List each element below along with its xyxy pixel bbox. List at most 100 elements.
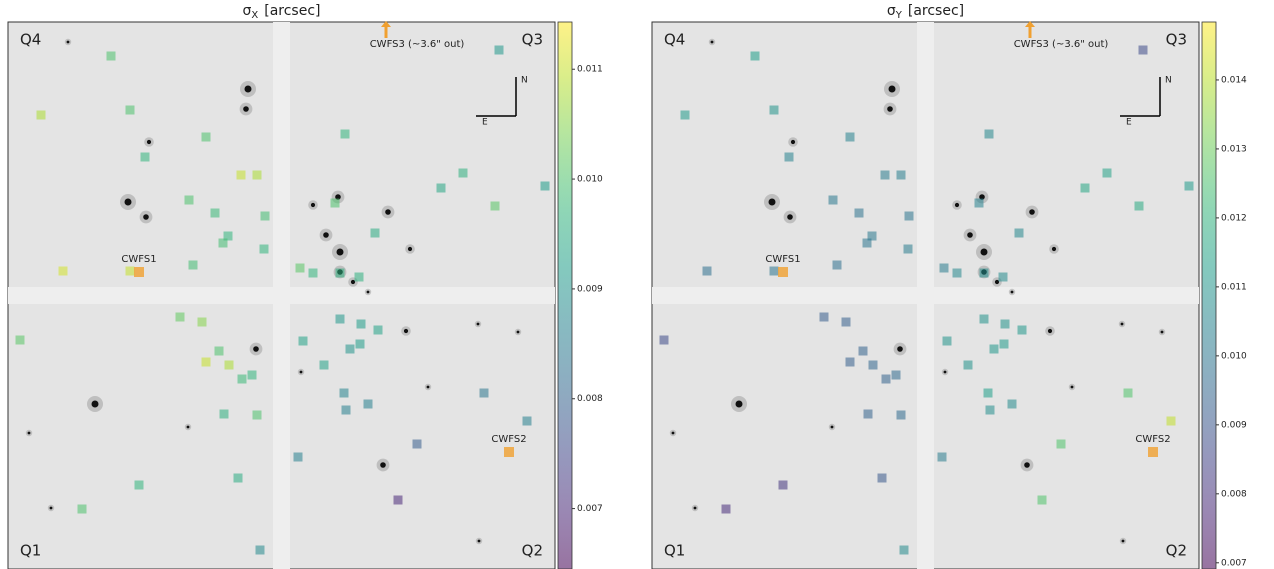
panel: Q4 Q3 Q1 Q2 CWFS1 CWFS2 CWFS3 (~3.6" out) N EσY [… <box>651 3 1247 569</box>
psf-square <box>319 360 329 370</box>
star <box>710 40 714 44</box>
title-part: [arcsec] <box>908 3 964 19</box>
star <box>336 248 344 256</box>
star <box>1029 209 1035 215</box>
compass-label: E <box>1126 118 1132 128</box>
psf-square <box>522 416 532 426</box>
psf-square <box>218 238 228 248</box>
psf-square <box>1007 399 1017 409</box>
psf-square <box>175 312 185 322</box>
psf-square <box>854 208 864 218</box>
psf-square <box>252 170 262 180</box>
psf-square <box>335 314 345 324</box>
psf-square <box>862 238 872 248</box>
psf-square <box>904 211 914 221</box>
psf-square <box>1184 181 1194 191</box>
psf-square <box>984 129 994 139</box>
chart-title: σY [arcsec] <box>887 3 964 21</box>
psf-square <box>819 312 829 322</box>
star <box>897 346 903 352</box>
psf-square <box>355 339 365 349</box>
psf-square <box>58 266 68 276</box>
star <box>253 346 259 352</box>
cwfs-marker <box>504 447 514 457</box>
psf-square <box>236 170 246 180</box>
psf-square <box>540 181 550 191</box>
psf-square <box>201 357 211 367</box>
annotation: CWFS3 (~3.6" out) <box>370 39 465 50</box>
star <box>366 290 370 294</box>
quadrant-label: Q1 <box>20 542 41 560</box>
quadrant-label: Q2 <box>1166 542 1187 560</box>
star <box>768 198 776 206</box>
star <box>27 431 31 435</box>
psf-square <box>702 266 712 276</box>
colorbar-tick-label: 0.009 <box>1221 420 1247 430</box>
psf-square <box>479 388 489 398</box>
psf-square <box>985 405 995 415</box>
star <box>323 232 329 238</box>
star <box>888 85 896 93</box>
psf-square <box>979 314 989 324</box>
star <box>516 330 520 334</box>
psf-square <box>1123 388 1133 398</box>
psf-square <box>295 263 305 273</box>
star <box>1070 385 1074 389</box>
psf-square <box>937 452 947 462</box>
psf-square <box>134 480 144 490</box>
psf-square <box>769 266 779 276</box>
psf-square <box>77 504 87 514</box>
cwfs3-arrowhead <box>381 21 391 27</box>
compass-label: N <box>521 76 528 86</box>
colorbar-tick-label: 0.011 <box>577 65 603 75</box>
star <box>310 202 316 208</box>
star <box>1047 328 1053 334</box>
cwfs3-arrowhead <box>1025 21 1035 27</box>
psf-square <box>188 260 198 270</box>
star <box>244 85 252 93</box>
annotation: CWFS1 <box>765 254 800 265</box>
chip-gap <box>8 287 555 304</box>
psf-square <box>224 360 234 370</box>
psf-square <box>999 339 1009 349</box>
psf-square <box>1138 45 1148 55</box>
psf-square <box>345 344 355 354</box>
star <box>124 198 132 206</box>
psf-square <box>1102 168 1112 178</box>
star <box>477 539 481 543</box>
psf-square <box>877 473 887 483</box>
star <box>980 248 988 256</box>
psf-square <box>858 346 868 356</box>
star <box>476 322 480 326</box>
psf-square <box>1000 319 1010 329</box>
psf-square <box>903 244 913 254</box>
colorbar-tick-label: 0.014 <box>1221 75 1247 85</box>
star <box>350 279 356 285</box>
psf-square <box>979 268 989 278</box>
annotation: CWFS2 <box>1135 434 1170 445</box>
quadrant-label: Q2 <box>522 542 543 560</box>
star <box>693 506 697 510</box>
psf-square <box>974 198 984 208</box>
psf-square <box>15 335 25 345</box>
star <box>91 400 99 408</box>
star <box>790 139 796 145</box>
star <box>787 214 793 220</box>
psf-square <box>219 409 229 419</box>
psf-square <box>784 152 794 162</box>
star <box>146 139 152 145</box>
psf-square <box>308 268 318 278</box>
title-part: σ <box>887 3 896 19</box>
psf-square <box>778 480 788 490</box>
psf-square <box>184 195 194 205</box>
cwfs-marker <box>778 267 788 277</box>
psf-square <box>298 336 308 346</box>
psf-square <box>989 344 999 354</box>
colorbar-tick-label: 0.007 <box>1221 558 1247 568</box>
colorbar-tick-label: 0.013 <box>1221 144 1247 154</box>
psf-square <box>1166 416 1176 426</box>
title-part: σ <box>243 3 252 19</box>
psf-square <box>252 410 262 420</box>
psf-square <box>393 495 403 505</box>
